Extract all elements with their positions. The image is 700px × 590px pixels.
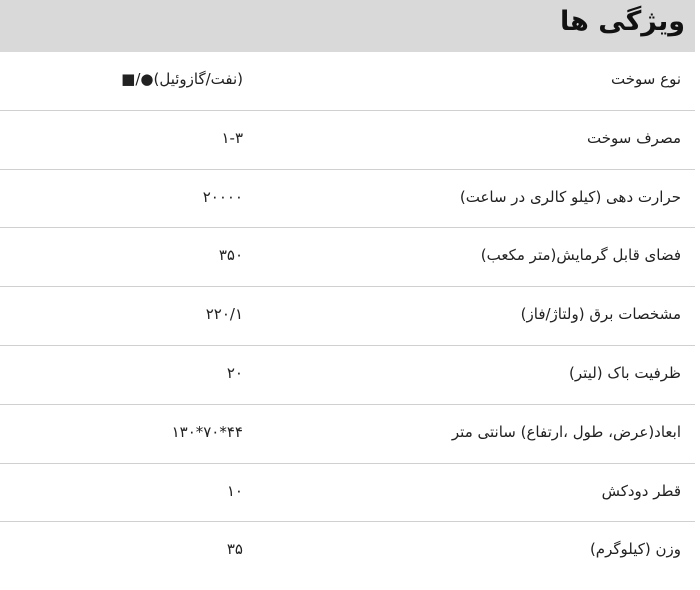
spec-row: حرارت دهی (کیلو کالری در ساعت) ۲۰۰۰۰	[0, 170, 695, 229]
spec-row: وزن (کیلوگرم) ۳۵	[0, 522, 695, 581]
spec-row: ظرفیت باک (لیتر) ۲۰	[0, 346, 695, 405]
spec-value: ۲۲۰/۱	[205, 305, 243, 324]
spec-row: نوع سوخت (نفت/گازوئیل)●/■	[0, 52, 695, 111]
spec-value: (نفت/گازوئیل)●/■	[121, 70, 243, 88]
spec-row: ابعاد(عرض، طول ،ارتفاع) سانتی متر ۴۴*۷۰*۱…	[0, 405, 695, 464]
spec-row: مشخصات برق (ولتاژ/فاز) ۲۲۰/۱	[0, 287, 695, 346]
spec-value: ۴۴*۷۰*۱۳۰	[171, 422, 243, 441]
spec-label: ابعاد(عرض، طول ،ارتفاع) سانتی متر	[451, 422, 681, 441]
spec-label: ظرفیت باک (لیتر)	[569, 363, 681, 382]
spec-label: قطر دودکش	[601, 481, 681, 500]
spec-label: فضای قابل گرمایش(متر مکعب)	[480, 246, 681, 265]
spec-value: ۳۵۰	[218, 246, 243, 265]
spec-value: ۲۰	[226, 363, 243, 382]
spec-value: ۳۵	[226, 540, 243, 559]
spec-label: مشخصات برق (ولتاژ/فاز)	[520, 305, 681, 324]
spec-label: حرارت دهی (کیلو کالری در ساعت)	[459, 187, 681, 206]
spec-value: ۱۰	[226, 481, 243, 500]
spec-label: مصرف سوخت	[587, 128, 681, 147]
specs-title: ویژگی ها	[560, 6, 685, 37]
spec-row: مصرف سوخت ۱-۳	[0, 111, 695, 170]
spec-value: ۲۰۰۰۰	[202, 187, 243, 206]
specs-header: ویژگی ها	[0, 0, 695, 52]
spec-value: ۱-۳	[221, 128, 243, 147]
spec-label: وزن (کیلوگرم)	[589, 540, 681, 559]
specs-table: نوع سوخت (نفت/گازوئیل)●/■ مصرف سوخت ۱-۳ حر…	[0, 52, 695, 581]
spec-row: قطر دودکش ۱۰	[0, 464, 695, 523]
spec-row: فضای قابل گرمایش(متر مکعب) ۳۵۰	[0, 228, 695, 288]
spec-label: نوع سوخت	[611, 70, 681, 88]
